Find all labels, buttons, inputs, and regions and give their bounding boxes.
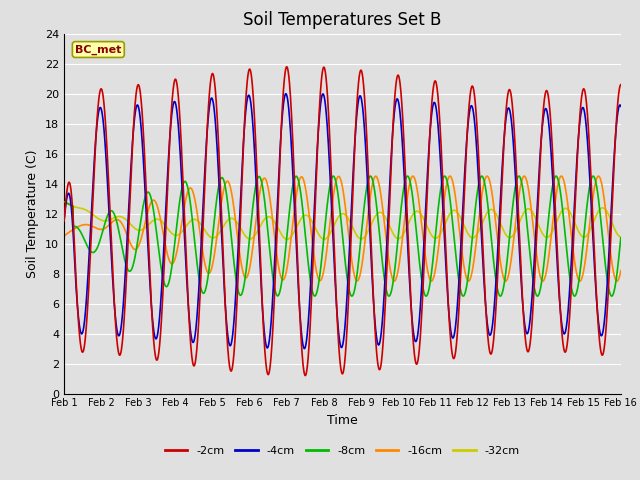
Text: BC_met: BC_met [75, 44, 122, 55]
X-axis label: Time: Time [327, 414, 358, 427]
Title: Soil Temperatures Set B: Soil Temperatures Set B [243, 11, 442, 29]
Legend: -2cm, -4cm, -8cm, -16cm, -32cm: -2cm, -4cm, -8cm, -16cm, -32cm [161, 441, 524, 460]
Y-axis label: Soil Temperature (C): Soil Temperature (C) [26, 149, 39, 278]
